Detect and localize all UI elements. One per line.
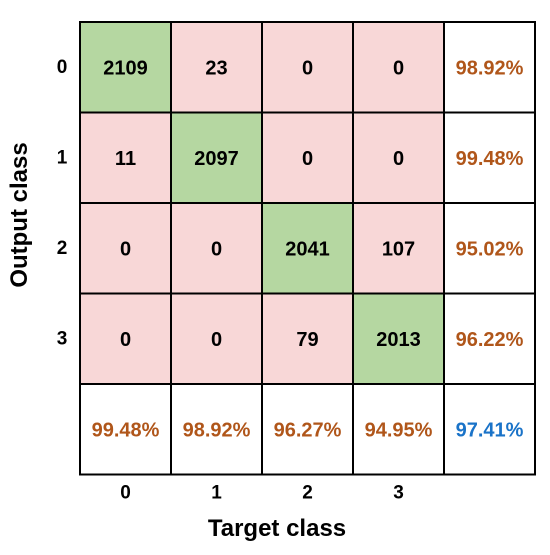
matrix-cell [170,202,263,295]
row-summary-value: 99.48% [456,148,524,170]
cell-value: 2041 [285,238,330,260]
y-tick-label: 0 [57,57,68,78]
column-summary-cell [79,383,172,476]
cell-value: 2013 [376,329,421,351]
matrix-cell [170,21,263,114]
x-tick-label: 3 [393,483,404,504]
column-summary-value: 98.92% [183,419,251,441]
overall-cell [443,383,536,476]
y-tick-label: 3 [57,328,68,349]
cell-value: 0 [211,329,222,351]
row-summary-value: 95.02% [456,238,524,260]
row-summary-value: 96.22% [456,329,524,351]
column-summary-cell [261,383,354,476]
cell-value: 79 [296,329,318,351]
matrix-cell [79,292,172,385]
column-summary-value: 96.27% [274,419,342,441]
y-axis-title: Output class [6,142,33,287]
cell-value: 23 [205,57,227,79]
cell-value: 0 [393,57,404,79]
column-summary-value: 94.95% [365,419,433,441]
matrix-cell [79,111,172,204]
cell-value: 0 [120,329,131,351]
column-summary-cell [170,383,263,476]
x-axis-title: Target class [208,515,346,542]
cell-value: 0 [393,148,404,170]
cell-value: 11 [115,148,136,170]
cell-value: 0 [120,238,131,260]
matrix-cell [79,21,172,114]
row-summary-cell [443,111,536,204]
matrix-cells: 2109 23 0 0 98.92% 11 2097 0 0 99.48% 0 0 2041 107 95.… [79,21,536,476]
column-summary-value: 99.48% [92,419,160,441]
matrix-cell [261,292,354,385]
row-summary-value: 98.92% [456,57,524,79]
matrix-cell [261,111,354,204]
cell-value: 2109 [103,57,148,79]
x-tick-label: 1 [211,483,222,504]
x-tick-label: 2 [302,483,313,504]
x-tick-label: 0 [120,483,131,504]
matrix-cell [170,292,263,385]
y-tick-label: 2 [57,238,68,259]
cell-value: 0 [302,57,313,79]
overall-accuracy-value: 97.41% [456,419,524,441]
matrix-cell [352,202,445,295]
matrix-cell [352,292,445,385]
y-tick-label: 1 [57,147,68,168]
cell-value: 107 [382,238,415,260]
row-summary-cell [443,292,536,385]
cell-value: 0 [302,148,313,170]
cell-value: 2097 [194,148,239,170]
cell-value: 0 [211,238,222,260]
